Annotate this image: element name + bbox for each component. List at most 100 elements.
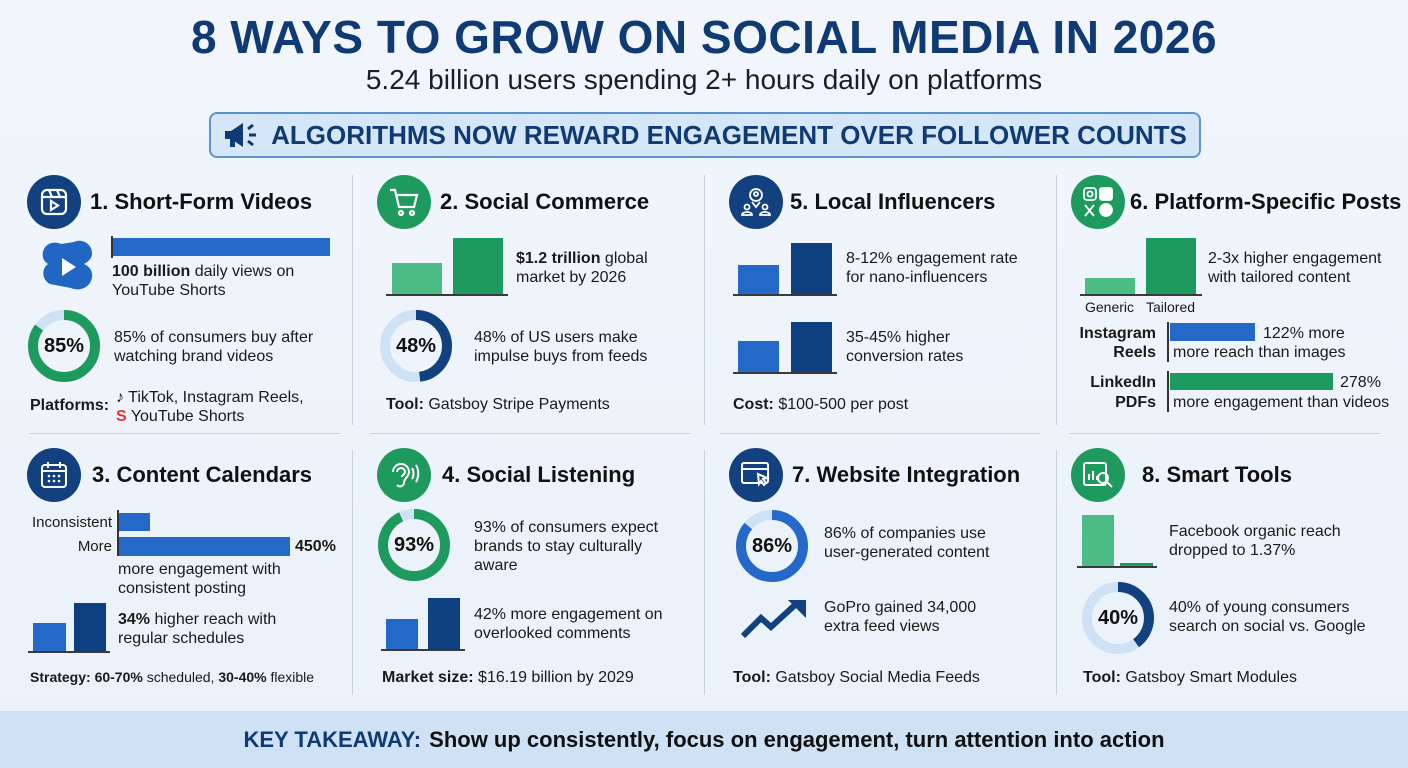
megaphone-icon <box>225 123 257 147</box>
bar <box>453 238 503 295</box>
ear-icon <box>377 448 431 502</box>
stat-text: market by 2026 <box>516 269 627 286</box>
bar <box>74 603 106 652</box>
platforms-label: Platforms: <box>30 397 110 414</box>
bar <box>119 537 290 556</box>
platforms-text: S YouTube Shorts <box>116 408 245 425</box>
stat-text: $1.2 trillion global <box>516 250 648 267</box>
bar <box>1170 373 1333 390</box>
card-title: 1. Short-Form Videos <box>90 189 313 214</box>
bar-label: More <box>77 538 112 555</box>
stat-text: Facebook organic reach <box>1169 523 1341 540</box>
bar-value: 122% more <box>1263 325 1345 342</box>
donut-fill <box>736 510 808 582</box>
bar-label: LinkedIn <box>1090 374 1156 391</box>
axis-line <box>1167 371 1169 412</box>
stat-text: 34% higher reach with <box>118 611 277 628</box>
stat-text: GoPro gained 34,000 <box>824 599 977 616</box>
stat-text: 93% of consumers expect <box>474 519 659 536</box>
donut-fill <box>28 310 100 382</box>
divider <box>352 450 353 695</box>
market-text: Market size: $16.19 billion by 2029 <box>382 669 634 686</box>
stat-text: conversion rates <box>846 348 964 365</box>
takeaway-text: Show up consistently, focus on engagemen… <box>429 726 1165 752</box>
divider <box>704 450 705 695</box>
platforms-text: ♪ TikTok, Instagram Reels, <box>116 389 304 406</box>
axis-line <box>733 294 837 296</box>
stat-text: more engagement with <box>118 561 281 578</box>
divider <box>370 433 690 434</box>
stat-text: 35-45% higher <box>846 329 951 346</box>
calendar-icon <box>27 448 81 502</box>
bar-label: Instagram <box>1079 325 1156 342</box>
divider <box>720 433 1040 434</box>
bar-label: Generic <box>1085 299 1135 315</box>
tool-text: Tool: Gatsboy Stripe Payments <box>386 396 610 413</box>
stat-text: 85% of consumers buy after <box>114 329 314 346</box>
page-subtitle: 5.24 billion users spending 2+ hours dai… <box>365 64 1043 95</box>
stat-text: aware <box>474 557 518 574</box>
bar <box>738 341 779 373</box>
bar-value: 450% <box>295 538 336 555</box>
donut-label: 86% <box>751 535 793 557</box>
cost-text: Cost: $100-500 per post <box>733 396 909 413</box>
donut-label: 40% <box>1097 607 1139 629</box>
bar <box>113 238 330 256</box>
card-title: 4. Social Listening <box>442 462 636 487</box>
bar <box>1120 563 1153 567</box>
donut-fill <box>380 310 452 382</box>
bar <box>791 322 832 373</box>
stat-text: 100 billion daily views on <box>112 263 295 280</box>
stat-text: more reach than images <box>1173 344 1346 361</box>
divider <box>1056 450 1057 695</box>
video-reel-icon <box>27 175 81 229</box>
donut-fill <box>378 509 450 581</box>
donut-label: 48% <box>395 335 437 357</box>
bar-label: PDFs <box>1115 394 1156 411</box>
stat-text: watching brand videos <box>114 348 274 365</box>
trending-up-icon <box>740 600 806 639</box>
bar <box>386 619 418 650</box>
axis-line <box>111 236 113 258</box>
bar <box>1146 238 1196 295</box>
stat-text: search on social vs. Google <box>1169 618 1366 635</box>
stat-text: impulse buys from feeds <box>474 348 648 365</box>
stat-text: extra feed views <box>824 618 940 635</box>
tool-text: Tool: Gatsboy Smart Modules <box>1083 669 1297 686</box>
browser-cursor-icon <box>729 448 783 502</box>
tiktok-icon: ♪ <box>116 389 124 406</box>
card-title: 6. Platform-Specific Posts <box>1130 189 1402 214</box>
bar <box>738 265 779 295</box>
analytics-search-icon <box>1071 448 1125 502</box>
stat-text: 42% more engagement on <box>474 606 663 623</box>
stat-text: regular schedules <box>118 630 245 647</box>
divider <box>1056 175 1057 425</box>
card-title: 2. Social Commerce <box>440 189 650 214</box>
axis-line <box>1077 566 1157 568</box>
donut-label: 93% <box>393 534 435 556</box>
donut-label: 85% <box>43 335 85 357</box>
bar <box>33 623 66 652</box>
axis-line <box>386 294 508 296</box>
stat-text: dropped to 1.37% <box>1169 542 1296 559</box>
stat-text: 8-12% engagement rate <box>846 250 1018 267</box>
banner-text: ALGORITHMS NOW REWARD ENGAGEMENT OVER FO… <box>271 119 1187 150</box>
stat-text: overlooked comments <box>474 625 631 642</box>
axis-line <box>733 372 837 374</box>
stat-text: 48% of US users make <box>474 329 638 346</box>
social-logos-icon <box>1071 175 1125 229</box>
stat-text: YouTube Shorts <box>112 282 226 299</box>
stat-text: 40% of young consumers <box>1169 599 1350 616</box>
stat-text: more engagement than videos <box>1173 394 1390 411</box>
bar <box>1170 323 1255 341</box>
stat-text: brands to stay culturally <box>474 538 643 555</box>
stat-text: with tailored content <box>1208 269 1351 286</box>
tool-text: Tool: Gatsboy Social Media Feeds <box>733 669 980 686</box>
youtube-shorts-icon <box>42 240 93 290</box>
bar-label: Reels <box>1113 344 1156 361</box>
axis-line <box>1167 322 1169 362</box>
card-title: 5. Local Influencers <box>790 189 996 214</box>
divider <box>704 175 705 425</box>
axis-line <box>28 651 110 653</box>
bar <box>392 263 442 295</box>
